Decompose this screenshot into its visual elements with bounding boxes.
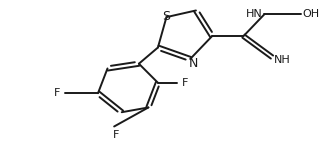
Text: F: F: [182, 78, 188, 88]
Text: OH: OH: [302, 9, 319, 19]
Text: F: F: [113, 130, 119, 140]
Text: F: F: [53, 88, 60, 98]
Text: S: S: [162, 10, 171, 23]
Text: N: N: [188, 57, 198, 70]
Text: HN: HN: [246, 9, 262, 19]
Text: NH: NH: [274, 55, 291, 65]
